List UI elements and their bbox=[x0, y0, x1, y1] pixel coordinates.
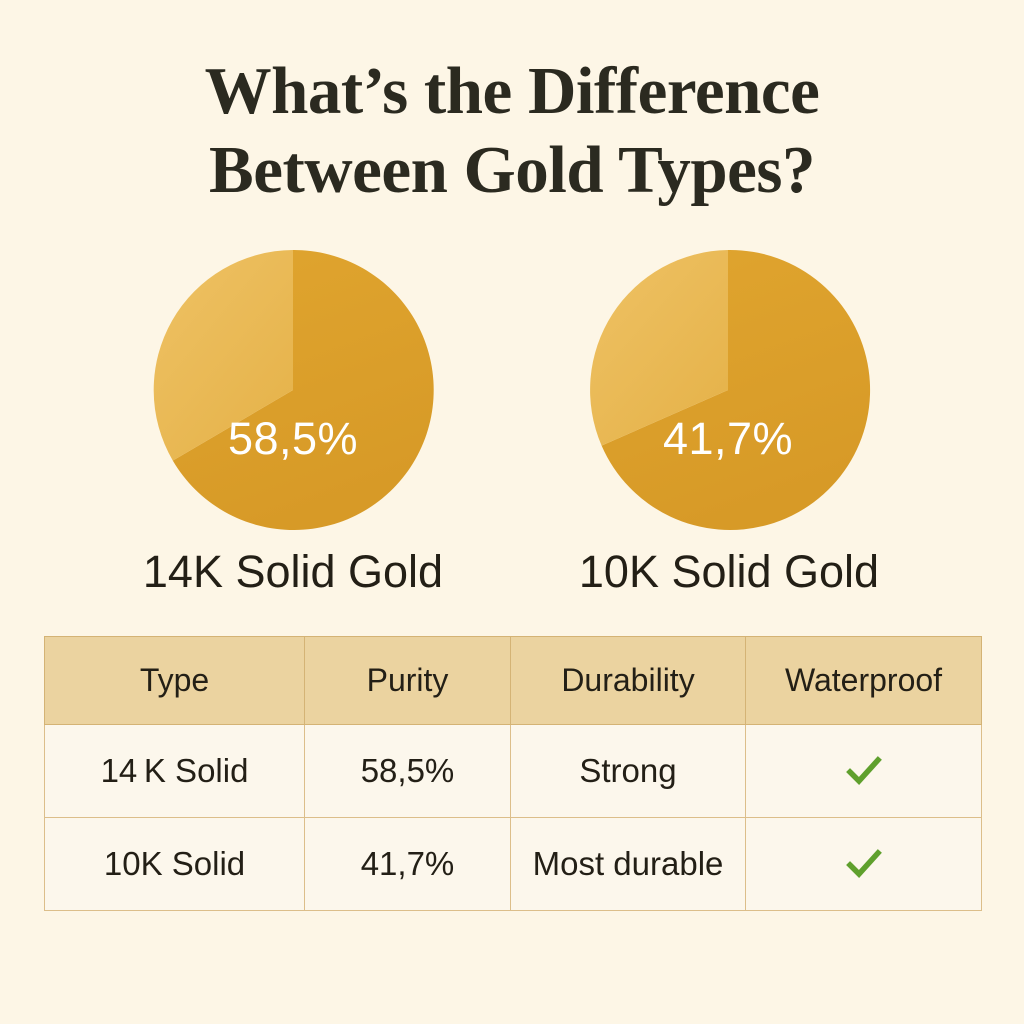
table-row: 14 K Solid 58,5% Strong bbox=[44, 724, 982, 818]
cell-purity: 41,7% bbox=[304, 817, 511, 911]
column-header-durability: Durability bbox=[510, 636, 746, 725]
table-row: 10K Solid 41,7% Most durable bbox=[44, 817, 982, 911]
pie-chart-14k-svg bbox=[153, 249, 434, 530]
comparison-table-wrapper: Type Purity Durability Waterproof 14 K S… bbox=[44, 636, 982, 911]
cell-waterproof bbox=[745, 817, 982, 911]
table-header: Type Purity Durability Waterproof bbox=[44, 636, 982, 725]
column-header-type: Type bbox=[44, 636, 305, 725]
page-title: What’s the Difference Between Gold Types… bbox=[0, 52, 1024, 210]
table-body: 14 K Solid 58,5% Strong 10K Solid 41,7% … bbox=[44, 724, 982, 911]
title-line-1: What’s the Difference bbox=[204, 54, 820, 128]
cell-type: 14 K Solid bbox=[44, 724, 305, 818]
pie-chart-10k: 41,7% bbox=[583, 245, 873, 535]
pie-slice-light bbox=[153, 250, 293, 461]
cell-type: 10K Solid bbox=[44, 817, 305, 911]
pie-chart-group: 58,5% 41,7% bbox=[0, 245, 1024, 545]
pie-chart-10k-svg bbox=[590, 249, 871, 530]
comparison-table: Type Purity Durability Waterproof 14 K S… bbox=[44, 636, 982, 911]
column-header-purity: Purity bbox=[304, 636, 511, 725]
cell-waterproof bbox=[745, 724, 982, 818]
title-line-2: Between Gold Types? bbox=[209, 133, 815, 207]
check-icon bbox=[845, 849, 882, 879]
pie-slice-light bbox=[590, 250, 728, 446]
pie-captions: 14K Solid Gold 10K Solid Gold bbox=[0, 546, 1024, 604]
pie-slice-dark bbox=[601, 249, 871, 530]
cell-durability: Most durable bbox=[510, 817, 746, 911]
check-icon bbox=[845, 756, 882, 786]
pie-caption-10k: 10K Solid Gold bbox=[578, 546, 880, 597]
table-header-row: Type Purity Durability Waterproof bbox=[44, 636, 982, 725]
cell-purity: 58,5% bbox=[304, 724, 511, 818]
cell-durability: Strong bbox=[510, 724, 746, 818]
column-header-waterproof: Waterproof bbox=[745, 636, 982, 725]
pie-slice-dark bbox=[172, 249, 434, 530]
pie-chart-14k: 58,5% bbox=[148, 245, 438, 535]
pie-caption-14k: 14K Solid Gold bbox=[142, 546, 444, 597]
